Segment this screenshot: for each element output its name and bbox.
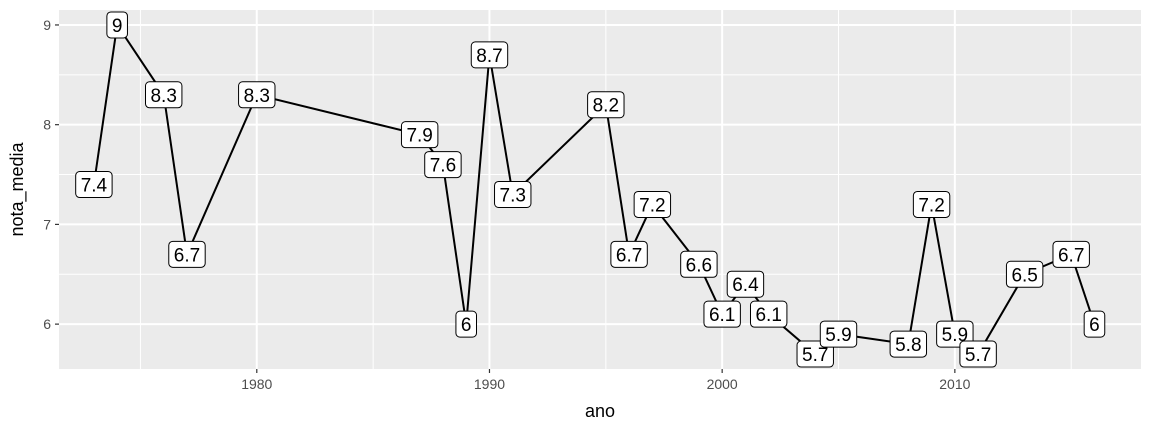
data-label-text: 9 [112, 16, 123, 37]
data-label-text: 8.7 [476, 46, 502, 67]
data-label: 5.9 [819, 320, 858, 348]
data-label-text: 6.1 [709, 305, 735, 326]
data-label-text: 8.2 [593, 96, 619, 117]
data-label: 8.3 [145, 81, 183, 109]
data-label-box [75, 171, 113, 199]
data-label-text: 6.4 [732, 275, 759, 296]
data-label: 5.7 [959, 340, 997, 368]
data-label-text: 6.5 [1011, 265, 1037, 286]
data-label: 6 [455, 310, 478, 338]
data-label-box [1052, 240, 1090, 268]
data-label-box [819, 320, 858, 348]
data-label-box [749, 300, 788, 328]
data-label: 6.5 [1005, 260, 1044, 288]
data-label: 7.9 [400, 121, 439, 149]
y-tick-label: 8 [43, 117, 51, 133]
data-label: 9 [106, 11, 128, 39]
plot-panel [59, 10, 1141, 369]
x-axis-tick-labels: 1980 1990 2000 2010 [241, 376, 970, 392]
data-label: 6 [1083, 310, 1106, 338]
data-label: 8.7 [470, 41, 509, 69]
data-label-box [424, 151, 462, 179]
data-label-text: 7.6 [430, 156, 456, 177]
data-label: 7.2 [633, 190, 672, 218]
series-line [92, 22, 1096, 356]
data-label-box [238, 81, 276, 109]
x-axis-title: ano [585, 401, 615, 421]
data-label-box [889, 330, 928, 358]
data-label-text: 7.3 [500, 185, 526, 206]
data-labels: 7.4 9 8.3 6.7 8.3 7.9 7.6 6 8.7 7.3 8.2 6.7 7.2 6.6 6.… [75, 11, 1106, 368]
data-label-text: 5.9 [942, 325, 968, 346]
data-label: 6.7 [1052, 240, 1090, 268]
data-label-box [470, 41, 509, 69]
data-label-box [912, 190, 951, 218]
data-label-text: 6.1 [755, 305, 781, 326]
axis-ticks [55, 24, 956, 373]
data-label-box [1005, 260, 1044, 288]
x-tick-label: 1980 [241, 376, 272, 392]
data-label-box [610, 240, 648, 268]
data-label-box [145, 81, 183, 109]
x-tick-label: 1990 [474, 376, 505, 392]
y-tick-label: 9 [43, 17, 51, 33]
data-label: 6.7 [168, 240, 206, 268]
data-label: 8.3 [238, 81, 276, 109]
y-axis-title: nota_media [7, 141, 28, 236]
data-label: 7.6 [424, 151, 462, 179]
data-label-box [400, 121, 439, 149]
data-label-text: 7.4 [81, 176, 108, 197]
data-label-text: 6.7 [174, 245, 200, 266]
data-label: 6.1 [749, 300, 788, 328]
data-label-box [1083, 310, 1106, 338]
data-label: 6.7 [610, 240, 648, 268]
data-label: 7.2 [912, 190, 951, 218]
data-label-text: 6.7 [616, 245, 642, 266]
y-tick-label: 6 [43, 316, 51, 332]
data-label-text: 7.2 [918, 195, 944, 216]
y-tick-label: 7 [43, 216, 51, 232]
data-label-box [587, 91, 625, 119]
data-label-text: 7.9 [406, 126, 432, 147]
data-label-text: 5.7 [802, 345, 828, 366]
data-label-text: 5.9 [825, 325, 851, 346]
data-label-box [168, 240, 206, 268]
data-label-box [959, 340, 997, 368]
data-label-text: 8.3 [150, 86, 176, 107]
data-label-text: 5.7 [965, 345, 991, 366]
data-label: 6.1 [703, 300, 741, 328]
data-label-text: 5.8 [895, 335, 921, 356]
data-label-box [726, 270, 765, 298]
data-label-text: 7.2 [639, 195, 665, 216]
x-tick-label: 2010 [939, 376, 970, 392]
data-label-text: 6 [461, 315, 472, 336]
x-tick-label: 2000 [707, 376, 738, 392]
data-label: 7.4 [75, 171, 113, 199]
grid-minor [59, 10, 1141, 369]
data-label-box [703, 300, 741, 328]
data-label-text: 8.3 [244, 86, 270, 107]
data-label-box [494, 180, 532, 208]
data-label: 6.4 [726, 270, 765, 298]
data-label-text: 6 [1089, 315, 1100, 336]
data-label-box [633, 190, 672, 218]
data-label: 5.8 [889, 330, 928, 358]
data-label: 7.3 [494, 180, 532, 208]
data-label-text: 6.6 [686, 255, 712, 276]
data-label-text: 6.7 [1058, 245, 1084, 266]
data-label-box [106, 11, 128, 39]
data-label-box [680, 250, 718, 278]
data-label: 6.6 [680, 250, 718, 278]
data-label-box [455, 310, 478, 338]
data-label: 8.2 [587, 91, 625, 119]
y-axis-tick-labels: 6 7 8 9 [43, 17, 51, 332]
